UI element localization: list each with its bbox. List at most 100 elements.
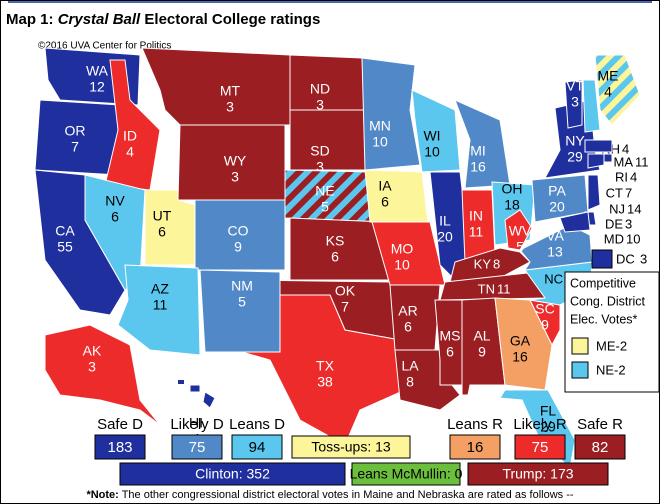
state-shape bbox=[454, 99, 511, 189]
legend: Competitive Cong. District Elec. Votes* ME-… bbox=[86, 271, 660, 501]
state-votes: 3 bbox=[625, 216, 632, 231]
state-abbr: ID bbox=[123, 128, 137, 144]
state-shape bbox=[104, 59, 161, 191]
state-votes: 10 bbox=[372, 134, 388, 150]
legend-label: Leans D bbox=[229, 416, 285, 433]
state-abbr: MA bbox=[614, 154, 634, 169]
state-votes: 6 bbox=[111, 209, 119, 225]
legend-value: 82 bbox=[592, 439, 609, 456]
state-abbr: IL bbox=[439, 213, 451, 229]
state-votes: 16 bbox=[470, 159, 486, 175]
state-votes: 6 bbox=[381, 194, 389, 210]
state-abbr: NE bbox=[315, 183, 334, 199]
state-abbr: MT bbox=[220, 83, 241, 99]
state-abbr: VA bbox=[546, 228, 564, 244]
state-votes: 10 bbox=[626, 231, 640, 246]
state-votes: 12 bbox=[89, 79, 105, 95]
state-votes: 6 bbox=[404, 319, 412, 335]
state-votes: 9 bbox=[478, 344, 486, 360]
state-abbr: MD bbox=[604, 231, 624, 246]
state-votes: 5 bbox=[516, 239, 524, 255]
state-votes: 4 bbox=[604, 84, 612, 100]
state-votes: 9 bbox=[234, 239, 242, 255]
state-abbr: SC bbox=[535, 301, 554, 317]
state-votes: 3 bbox=[231, 169, 239, 185]
state-votes: 11 bbox=[153, 297, 168, 313]
state-votes: 20 bbox=[437, 229, 453, 245]
state-shape bbox=[189, 384, 201, 393]
state-shape bbox=[594, 54, 641, 126]
state-shape bbox=[587, 174, 601, 211]
state-abbr: AL bbox=[473, 328, 490, 344]
state-votes: 8 bbox=[406, 374, 414, 390]
total-label: Leans McMullin: 0 bbox=[350, 466, 463, 482]
state-votes: 4 bbox=[630, 169, 637, 184]
state-abbr: FL bbox=[540, 403, 557, 419]
state-abbr: CA bbox=[55, 223, 75, 239]
state-abbr: AR bbox=[398, 303, 417, 319]
state-votes: 6 bbox=[331, 249, 339, 265]
state-abbr: WA bbox=[86, 63, 109, 79]
state-abbr: SD bbox=[310, 143, 329, 159]
state-votes: 3 bbox=[640, 251, 647, 266]
state-votes: 11 bbox=[635, 154, 649, 169]
state-abbr: NY bbox=[565, 133, 585, 149]
state-votes: 13 bbox=[547, 244, 563, 260]
state-shape bbox=[289, 109, 369, 171]
competitive-swatch bbox=[571, 361, 589, 379]
legend-label: Likely D bbox=[170, 416, 224, 433]
state-abbr: TN bbox=[478, 281, 495, 296]
legend-box bbox=[231, 434, 283, 460]
state-abbr: LA bbox=[401, 358, 419, 374]
state-votes: 10 bbox=[394, 257, 410, 273]
state-abbr: RI bbox=[615, 169, 628, 184]
state-shape bbox=[584, 139, 613, 153]
state-votes: 29 bbox=[540, 419, 556, 435]
state-shape bbox=[361, 57, 421, 171]
state-votes: 9 bbox=[541, 317, 549, 333]
state-shape bbox=[178, 380, 184, 384]
state-votes: 18 bbox=[504, 197, 520, 213]
competitive-swatch bbox=[571, 337, 589, 355]
tossup-label: Toss-ups: 13 bbox=[311, 439, 391, 455]
state-abbr: DC bbox=[616, 251, 635, 266]
state-shape bbox=[564, 79, 583, 129]
state-shape bbox=[44, 324, 161, 426]
total-label: Trump: 173 bbox=[502, 466, 573, 482]
total-bar bbox=[467, 462, 609, 486]
state-abbr: ME bbox=[598, 68, 619, 84]
state-votes: 5 bbox=[238, 294, 246, 310]
state-votes: 20 bbox=[549, 199, 565, 215]
state-abbr: NJ bbox=[609, 201, 625, 216]
state-votes: 55 bbox=[57, 239, 73, 255]
state-abbr: ND bbox=[310, 81, 330, 97]
state-votes: 4 bbox=[622, 141, 629, 156]
legend-label: Leans R bbox=[447, 416, 503, 433]
legend-label: Likely R bbox=[513, 416, 567, 433]
state-votes: 8 bbox=[493, 256, 500, 271]
state-abbr: IA bbox=[378, 178, 392, 194]
state-votes: 16 bbox=[512, 349, 528, 365]
state-abbr: IN bbox=[469, 208, 483, 224]
state-shape bbox=[582, 79, 601, 133]
state-shape bbox=[117, 264, 201, 356]
state-votes: 3 bbox=[316, 159, 324, 175]
state-votes: 29 bbox=[567, 149, 583, 165]
competitive-label: ME-2 bbox=[596, 338, 627, 353]
state-abbr: NM bbox=[231, 278, 253, 294]
tossup-box bbox=[291, 435, 411, 459]
state-votes: 10 bbox=[424, 144, 440, 160]
state-votes: 3 bbox=[571, 94, 579, 110]
title-prefix: Map 1: bbox=[6, 11, 58, 28]
state-shape bbox=[587, 153, 605, 169]
state-abbr: OH bbox=[502, 181, 523, 197]
total-label: Clinton: 352 bbox=[195, 466, 270, 482]
state-abbr: MI bbox=[470, 143, 486, 159]
state-votes: 11 bbox=[497, 281, 511, 296]
map: WA12OR7CA55ID4MT3WY3ND3SD3NE5KS6OK7TX38N… bbox=[34, 47, 649, 469]
legend-value: 75 bbox=[532, 439, 549, 456]
state-abbr: VT bbox=[566, 78, 584, 94]
state-abbr: AK bbox=[83, 343, 102, 359]
state-abbr: OR bbox=[65, 123, 86, 139]
